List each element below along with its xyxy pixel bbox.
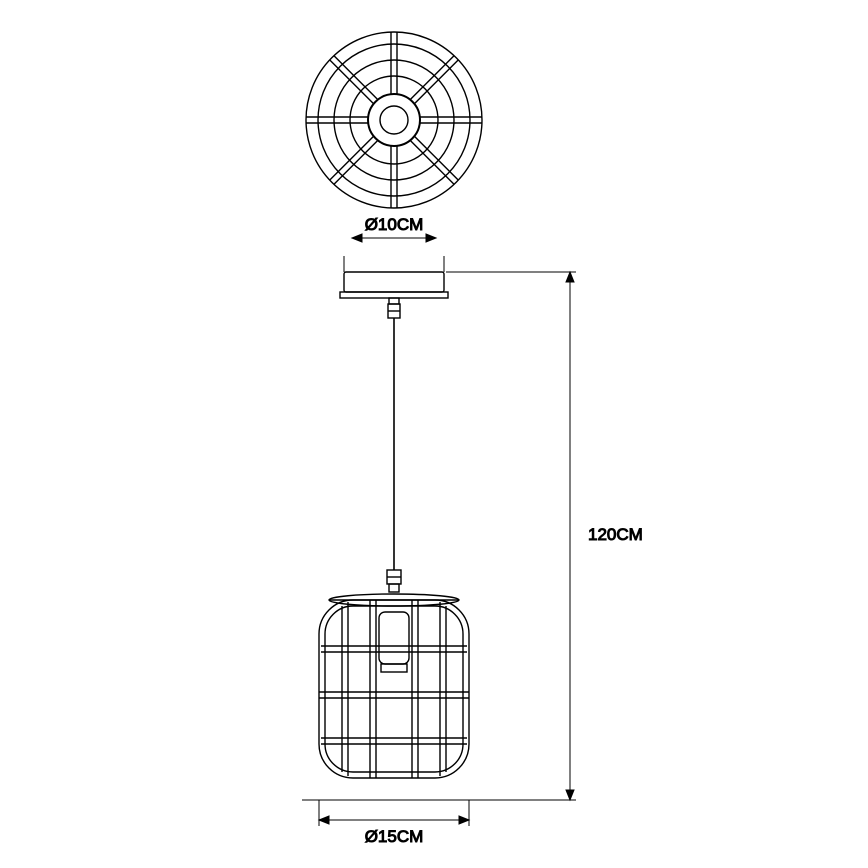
total-height-label: 120CM [588, 525, 643, 544]
cable-fitting [387, 570, 401, 592]
dim-shade-diameter: Ø15CM [319, 800, 469, 846]
top-view [306, 32, 482, 208]
front-elevation [319, 272, 469, 778]
dimension-drawing: Ø10CM [0, 0, 868, 868]
dim-total-height: 120CM [446, 272, 643, 800]
lamp-socket [379, 612, 409, 672]
cage-outline-inner [325, 606, 463, 772]
ceiling-canopy [340, 272, 448, 318]
shade-diameter-label: Ø15CM [365, 827, 424, 846]
canopy-diameter-label: Ø10CM [365, 215, 424, 234]
dim-canopy-diameter: Ø10CM [344, 215, 444, 272]
